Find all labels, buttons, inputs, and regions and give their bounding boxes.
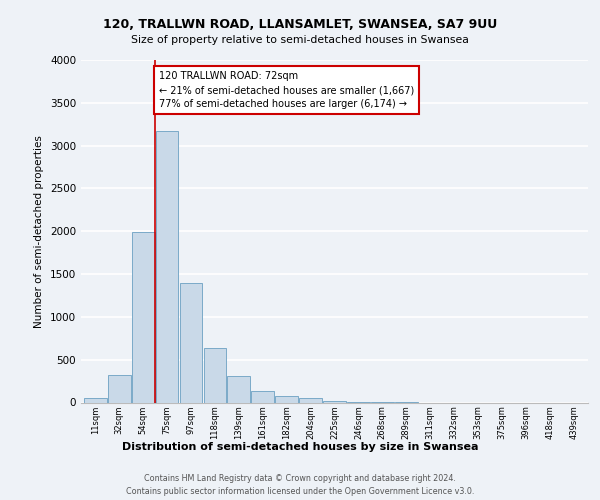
Bar [84,398,107,402]
Text: Contains HM Land Registry data © Crown copyright and database right 2024.: Contains HM Land Registry data © Crown c… [144,474,456,483]
Text: 120 TRALLWN ROAD: 72sqm
← 21% of semi-detached houses are smaller (1,667)
77% of: 120 TRALLWN ROAD: 72sqm ← 21% of semi-de… [159,71,414,109]
Bar [156,131,178,402]
Text: 120, TRALLWN ROAD, LLANSAMLET, SWANSEA, SA7 9UU: 120, TRALLWN ROAD, LLANSAMLET, SWANSEA, … [103,18,497,30]
Text: Size of property relative to semi-detached houses in Swansea: Size of property relative to semi-detach… [131,35,469,45]
Bar [299,398,322,402]
Text: Distribution of semi-detached houses by size in Swansea: Distribution of semi-detached houses by … [122,442,478,452]
Bar [203,348,226,403]
Y-axis label: Number of semi-detached properties: Number of semi-detached properties [34,135,44,328]
Text: Contains public sector information licensed under the Open Government Licence v3: Contains public sector information licen… [126,488,474,496]
Bar [323,401,346,402]
Bar [132,232,155,402]
Bar [179,284,202,403]
Bar [275,396,298,402]
Bar [251,392,274,402]
Bar [227,376,250,402]
Bar [108,374,131,402]
